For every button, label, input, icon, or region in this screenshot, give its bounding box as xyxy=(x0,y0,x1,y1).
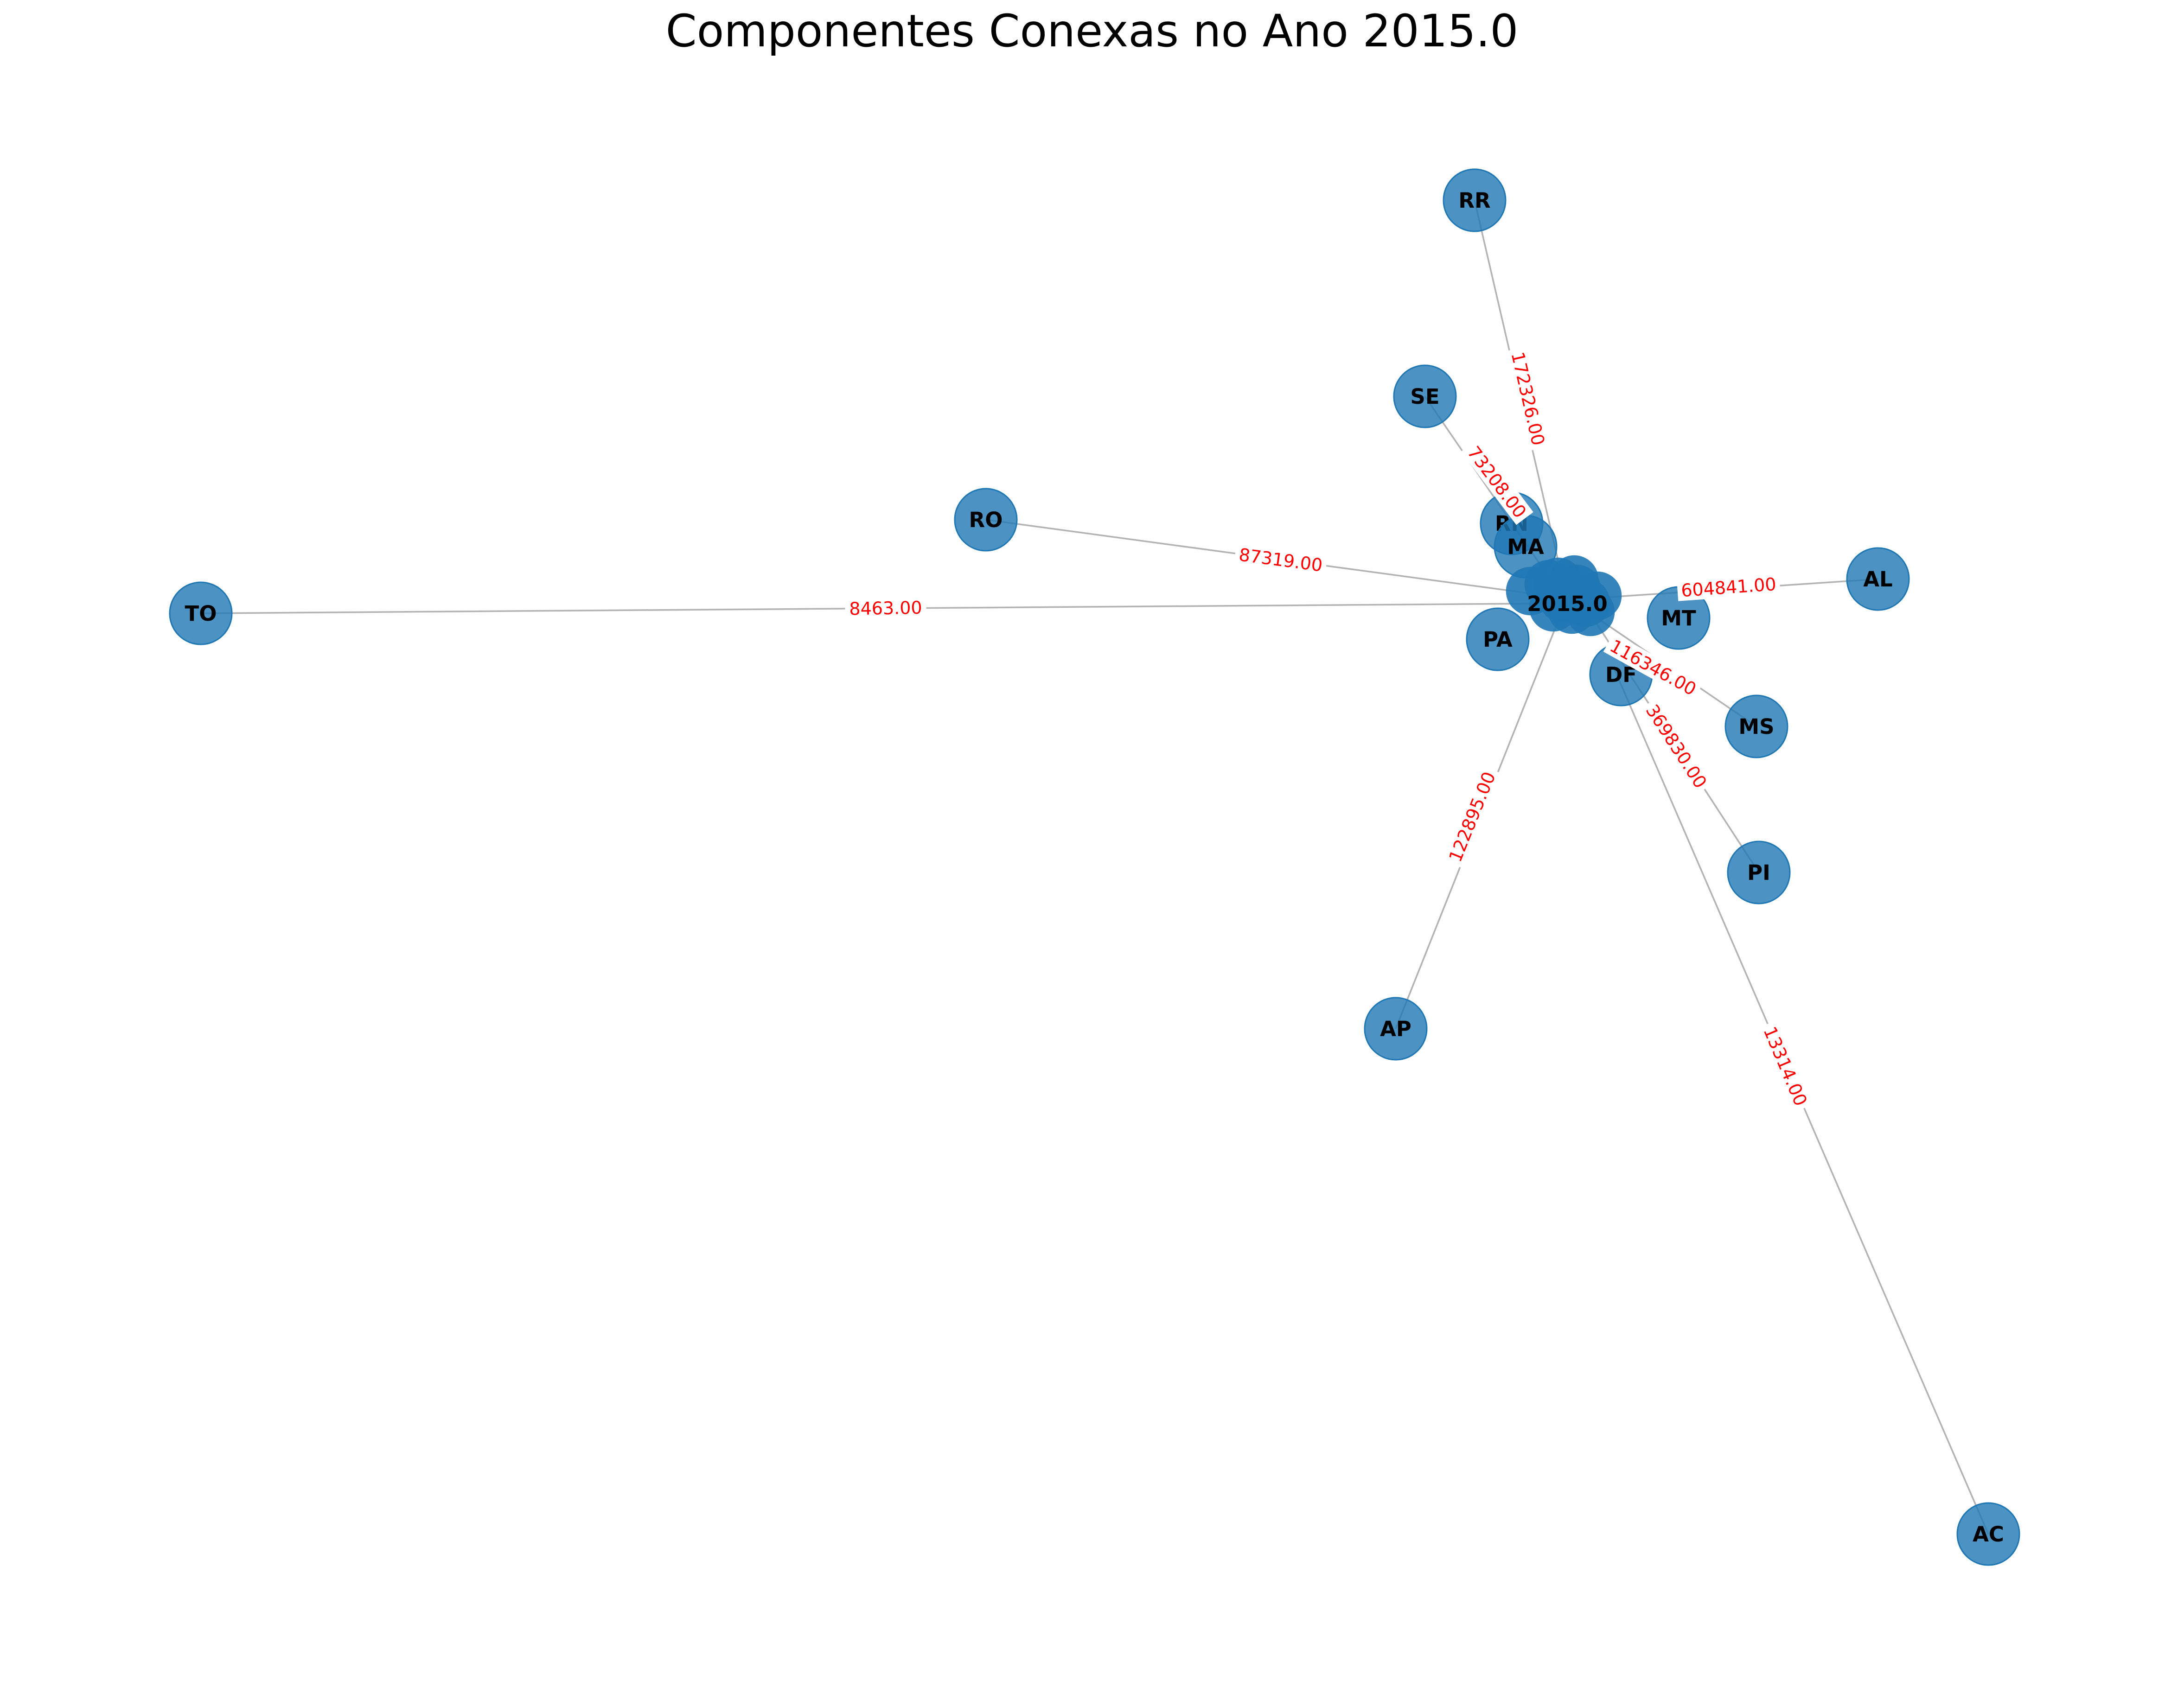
node-label: SE xyxy=(1410,384,1439,409)
node-circle xyxy=(1443,168,1507,232)
edge-label-text: 13314.00 xyxy=(1759,1024,1811,1109)
node-mt: MT xyxy=(1647,586,1711,650)
node-ma: MA xyxy=(1494,515,1558,579)
node-circle xyxy=(169,581,233,645)
node-to: TO xyxy=(169,581,233,645)
node-al: AL xyxy=(1846,547,1910,611)
edge-label-ap: 122895.00 xyxy=(1443,765,1501,868)
node-circle xyxy=(1393,364,1457,428)
node-label: RO xyxy=(969,508,1003,532)
node-circle xyxy=(1466,607,1530,671)
edge-label-background xyxy=(1461,439,1533,525)
hub-node-disk xyxy=(1550,555,1599,604)
node-label: PI xyxy=(1747,860,1770,885)
node-label: TO xyxy=(185,601,217,626)
node-ro: RO xyxy=(954,488,1018,552)
node-circle xyxy=(1727,840,1791,904)
node-label: AC xyxy=(1973,1522,2004,1547)
node-ap: AP xyxy=(1364,997,1428,1061)
node-circle xyxy=(954,488,1018,552)
edge-label-rr: 172326.00 xyxy=(1506,346,1551,451)
edge-label-background xyxy=(845,596,926,619)
edge-label-text: 604841.00 xyxy=(1680,574,1777,601)
node-label: RR xyxy=(1458,188,1490,213)
nodes-layer: RRSERORNMATOALMTPADFMSPIAPAC xyxy=(169,168,2020,1566)
node-pa: PA xyxy=(1466,607,1530,671)
edge-label-pi: 369830.00 xyxy=(1640,697,1714,795)
edge-label-background xyxy=(1443,765,1501,868)
edge-label-background xyxy=(1506,346,1551,451)
edges-layer xyxy=(200,200,1989,1535)
node-label: PA xyxy=(1483,627,1513,652)
edge-label-text: 369830.00 xyxy=(1642,701,1711,792)
edge-labels-layer: 172326.0073208.0087319.008463.00604841.0… xyxy=(845,346,1814,1113)
edge-label-background xyxy=(1677,573,1781,601)
hub-node-label: 2015.0 xyxy=(1527,592,1608,616)
edge-label-background xyxy=(1640,697,1714,795)
node-label: MT xyxy=(1661,606,1696,630)
node-label: AP xyxy=(1380,1017,1411,1041)
edge-label-background xyxy=(1603,633,1704,701)
node-ms: MS xyxy=(1724,694,1788,758)
node-circle xyxy=(1846,547,1910,611)
edge-label-ro: 87319.00 xyxy=(1233,543,1328,576)
node-se: SE xyxy=(1393,364,1457,428)
edge-label-ac: 13314.00 xyxy=(1758,1019,1814,1113)
node-circle xyxy=(1724,694,1788,758)
edge-label-background xyxy=(1233,543,1328,576)
chart-title: Componentes Conexas no Ano 2015.0 xyxy=(666,5,1519,57)
edge-label-text: 8463.00 xyxy=(849,598,922,619)
node-ac: AC xyxy=(1956,1502,2020,1566)
node-label: MS xyxy=(1738,714,1774,739)
edge-label-al: 604841.00 xyxy=(1677,573,1781,601)
edge-label-background xyxy=(1758,1019,1814,1113)
edge-label-to: 8463.00 xyxy=(845,596,926,619)
edge-label-text: 122895.00 xyxy=(1445,769,1500,865)
node-label: MA xyxy=(1507,535,1544,559)
node-circle xyxy=(1364,997,1428,1061)
node-circle xyxy=(1956,1502,2020,1566)
node-pi: PI xyxy=(1727,840,1791,904)
node-rr: RR xyxy=(1443,168,1507,232)
node-label: AL xyxy=(1863,567,1893,592)
edge-label-text: 172326.00 xyxy=(1507,350,1548,447)
